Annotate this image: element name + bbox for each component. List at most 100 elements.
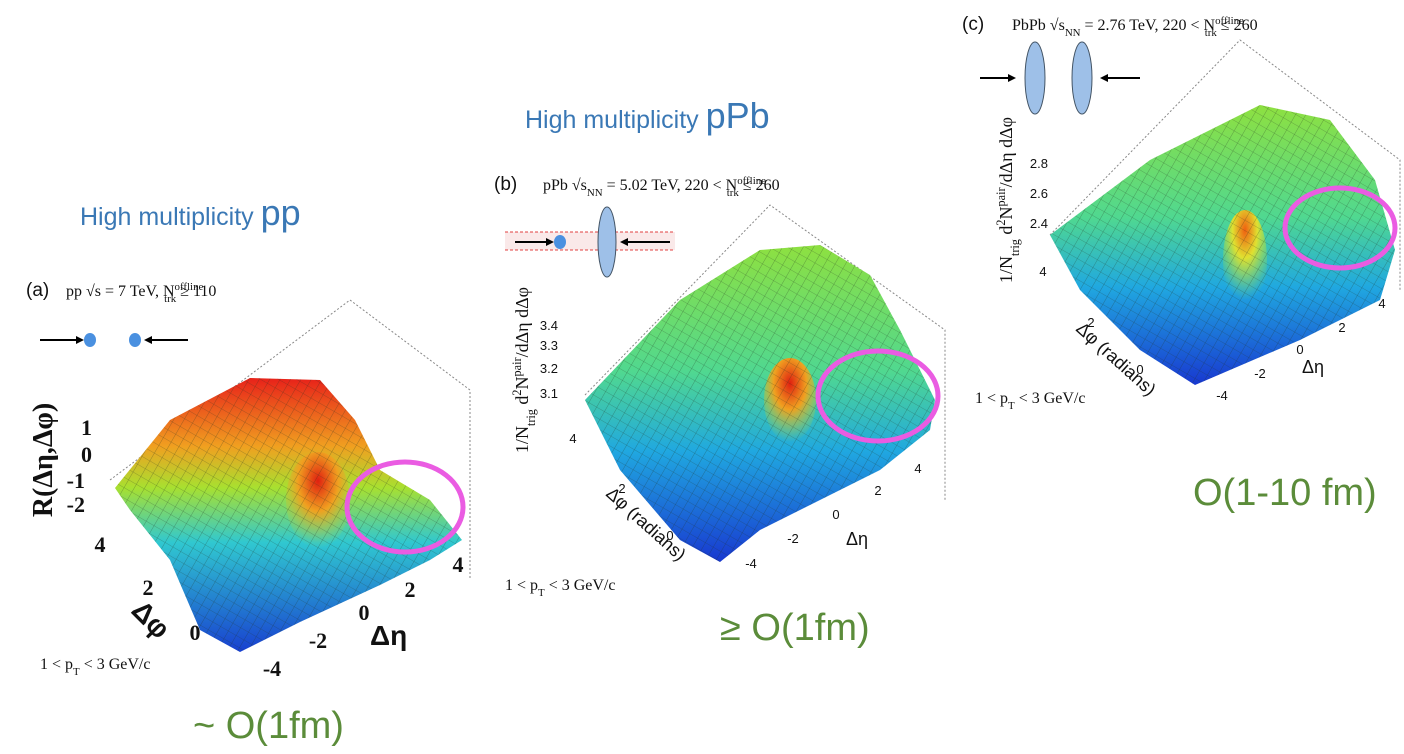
text-part: trig	[1008, 239, 1022, 256]
text-part: offline	[737, 175, 766, 187]
text-part: 1 < p	[40, 656, 73, 673]
surface-a	[40, 299, 471, 652]
pt-range: 1 < pT < 3 GeV/c	[40, 656, 150, 678]
text-part: N	[996, 206, 1016, 219]
nucleus	[597, 206, 617, 278]
text-part: ≤ 260	[1217, 17, 1258, 34]
heading-text: High multiplicity	[80, 203, 261, 231]
arrow-head	[1100, 74, 1108, 82]
panel-caption: pPb √sNN = 5.02 TeV, 220 < Noffline trk ≤…	[543, 175, 780, 199]
deta-tick-label: -4	[263, 656, 281, 681]
arrow-head	[1008, 74, 1016, 82]
z-tick-label: -1	[67, 468, 85, 493]
text-part: = 2.76 TeV, 220 < N	[1081, 17, 1216, 34]
deta-tick-label: -4	[745, 556, 757, 571]
z-tick-label: 3.2	[540, 361, 558, 376]
deta-tick-label: 0	[1296, 342, 1303, 357]
text-part: trk	[727, 187, 740, 199]
text-part: PbPb √s	[1012, 17, 1065, 34]
z-tick-label: 2.6	[1030, 186, 1048, 201]
pt-range: 1 < pT < 3 GeV/c	[505, 577, 615, 599]
text-part: offline	[175, 281, 204, 293]
text-part: 2	[994, 219, 1008, 225]
text-part: 1 < p	[505, 577, 538, 594]
text-part: trig	[524, 409, 538, 426]
deta-tick-label: 4	[1378, 296, 1385, 311]
text-part: trk	[1205, 27, 1218, 39]
dphi-tick-label: 2	[143, 575, 154, 600]
arrow-head	[546, 238, 554, 246]
text-part: ≤ 260	[739, 177, 780, 194]
z-axis-label: R(Δη,Δφ)	[28, 403, 59, 517]
proton	[129, 333, 141, 347]
panel-heading: High multiplicity pPb	[525, 95, 770, 136]
deta-tick-label: 2	[1338, 320, 1345, 335]
deta-tick-label: -2	[787, 531, 799, 546]
highlight-circle	[344, 459, 466, 555]
text-part: NN	[587, 187, 603, 199]
text-part: 1 < p	[975, 390, 1008, 407]
z-tick-label: 2.8	[1030, 156, 1048, 171]
highlight-circle	[815, 348, 941, 444]
deta-tick-label: -2	[309, 628, 327, 653]
deta-tick-label: 4	[453, 552, 464, 577]
text-part: R(Δη,Δφ)	[28, 403, 59, 517]
panel-label: (c)	[962, 14, 984, 35]
text-part: NN	[1065, 27, 1081, 39]
proton	[84, 333, 96, 347]
length-scale: O(1-10 fm)	[1193, 472, 1377, 514]
z-tick-label: 3.1	[540, 386, 558, 401]
text-part: /dΔη dΔφ	[512, 287, 532, 357]
deta-tick-label: 2	[874, 483, 881, 498]
text-part: < 3 GeV/c	[545, 577, 616, 594]
text-part: trk	[164, 293, 177, 305]
arrow-head	[144, 336, 152, 344]
dphi-tick-label: 0	[1136, 362, 1143, 377]
z-tick-label: 3.4	[540, 318, 558, 333]
mesh	[1050, 105, 1395, 385]
deta-axis-label: Δη	[1302, 357, 1324, 377]
dphi-tick-label: 4	[95, 532, 106, 557]
deta-tick-label: 2	[405, 577, 416, 602]
text-part: = 5.02 TeV, 220 < N	[603, 177, 738, 194]
panel-label: (a)	[26, 280, 49, 301]
text-part: pPb √s	[543, 177, 587, 194]
text-part: 1/N	[996, 256, 1016, 283]
arrow-head	[76, 336, 84, 344]
z-tick-label: 1	[81, 415, 92, 440]
panel-caption: PbPb √sNN = 2.76 TeV, 220 < Noffline trk …	[1012, 15, 1258, 39]
proton	[554, 235, 566, 249]
text-part: pair	[510, 357, 524, 376]
dphi-tick-label: 2	[618, 481, 625, 496]
text-part: T	[73, 666, 80, 678]
z-tick-label: 3.3	[540, 338, 558, 353]
nucleus	[1071, 41, 1093, 115]
text-part: d	[512, 396, 532, 410]
text-part: d	[996, 226, 1016, 240]
text-part: pp √s = 7 TeV, N	[66, 283, 175, 300]
text-part: < 3 GeV/c	[1015, 390, 1086, 407]
mesh	[585, 245, 935, 562]
dphi-tick-label: 4	[1039, 264, 1046, 279]
dphi-tick-label: 2	[1087, 315, 1094, 330]
arrow-head	[620, 238, 628, 246]
length-scale: ≥ O(1fm)	[720, 607, 870, 649]
z-tick-label: -2	[67, 492, 85, 517]
text-part: pair	[994, 187, 1008, 206]
text-part: ≥ 110	[176, 283, 216, 300]
deta-tick-label: -4	[1216, 388, 1228, 403]
surface-b	[505, 204, 946, 562]
text-part: < 3 GeV/c	[80, 656, 151, 673]
panel-label: (b)	[494, 174, 517, 195]
heading-collision: pp	[261, 192, 301, 233]
z-tick-label: 0	[81, 442, 92, 467]
pt-range: 1 < pT < 3 GeV/c	[975, 390, 1085, 412]
deta-tick-label: 0	[359, 600, 370, 625]
text-part: T	[538, 587, 545, 599]
text-part: /dΔη dΔφ	[996, 117, 1016, 187]
text-part: 1/N	[512, 426, 532, 453]
length-scale: ~ O(1fm)	[193, 705, 344, 747]
dphi-tick-label: 0	[190, 620, 201, 645]
dphi-axis-label: Δφ	[126, 594, 176, 644]
